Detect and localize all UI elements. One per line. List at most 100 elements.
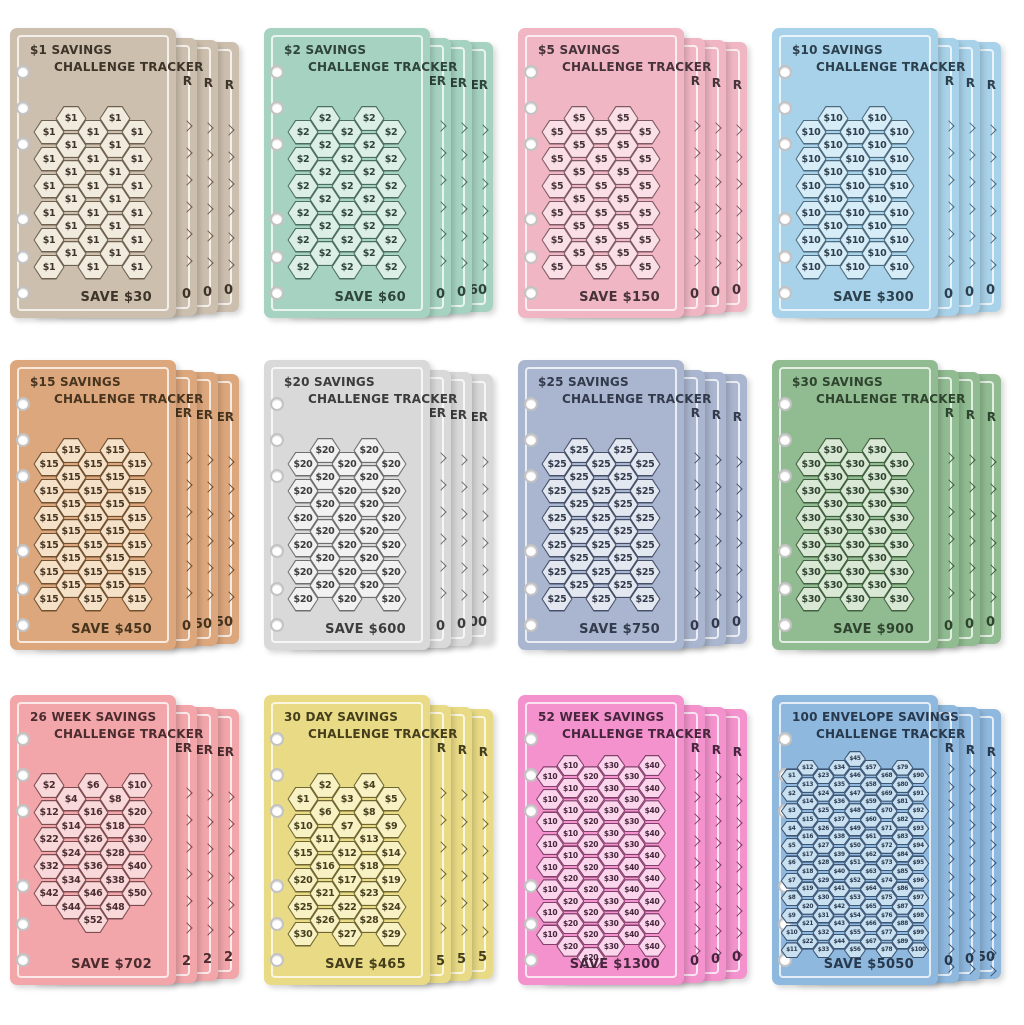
hex-amount: $10 [801, 126, 821, 138]
binder-hole [524, 250, 538, 265]
hex-amount: $15 [127, 539, 147, 551]
sheet-title-fragment: R [478, 745, 488, 759]
binder-holes [778, 360, 792, 650]
hexagon-edge-chevron-icon [456, 562, 468, 574]
binder-hole [778, 469, 792, 483]
hexagon-edge-chevron-icon [181, 868, 193, 880]
hex-amount: $36 [833, 799, 846, 806]
hexagon-edge-chevron-icon [710, 230, 722, 242]
tracker-page: $10 SAVINGS CHALLENGE TRACKER $10 $10 $10 $10… [772, 28, 965, 318]
hex-fill [78, 533, 108, 557]
hex-amount: $5 [594, 126, 608, 138]
hex-amount: $5 [550, 153, 564, 165]
hexagon-edge-chevron-icon [202, 122, 214, 134]
hex-amount: $20 [359, 472, 379, 483]
binder-hole [778, 250, 792, 265]
hexagon-edge-chevron-icon [985, 591, 997, 603]
hex-amount: $10 [563, 851, 578, 861]
hexagon-edge-chevron-icon [456, 257, 468, 269]
hex-amount: $20 [315, 499, 335, 510]
hexagon-edge-chevrons [477, 791, 489, 938]
hexagon-edge-chevrons [477, 456, 489, 603]
hexagon-edge-chevron-icon [943, 781, 955, 793]
hex-amount: $91 [912, 790, 925, 797]
hex-amount: $54 [849, 912, 861, 919]
hex-amount: $20 [315, 580, 335, 591]
hexagon-edge-chevron-icon [181, 120, 193, 132]
hexagon-edge-chevron-icon [689, 533, 701, 545]
hex-amount: $50 [127, 888, 147, 899]
hex-fill [34, 560, 64, 584]
hexagon-edge-chevron-icon [943, 452, 955, 464]
sheet-title-fragment: R [944, 741, 954, 755]
hex-amount: $30 [801, 458, 821, 470]
binder-hole [524, 64, 538, 79]
hexagon-edge-chevron-icon [689, 174, 701, 186]
hex-amount: $21 [801, 921, 814, 928]
binder-holes [16, 695, 30, 985]
hex-fill [34, 147, 64, 171]
hexagon-edge-chevron-icon [456, 897, 468, 909]
hex-amount: $25 [293, 901, 313, 913]
binder-hole [16, 879, 30, 894]
hexagon-edge-chevrons [223, 456, 235, 603]
binder-hole [270, 212, 284, 227]
hexagon-edge-chevron-icon [689, 901, 701, 913]
binder-hole [270, 137, 284, 151]
hex-amount: $10 [801, 234, 821, 246]
hex-amount: $15 [39, 458, 59, 470]
hexagon-edge-chevron-icon [202, 508, 214, 520]
hex-amount: $40 [644, 873, 660, 883]
hex-fill [34, 120, 64, 144]
hex-amount: $15 [83, 566, 103, 578]
hexagon-edge-chevron-icon [731, 564, 743, 576]
tracker-card-group: ER 2 ER 2 ER 2 26 WEEK SAVINGS CHALLENGE TRACKE… [8, 695, 262, 1025]
hex-amount: $5 [638, 207, 652, 219]
hexagon-edge-chevron-icon [181, 922, 193, 934]
hex-amount: $10 [845, 261, 865, 273]
hex-amount: $10 [823, 167, 843, 178]
hexagon-edge-chevrons [435, 787, 447, 934]
hex-amount: $5 [638, 180, 652, 192]
hex-amount: $25 [613, 580, 633, 591]
hex-fill [288, 120, 318, 144]
card-title-line1: $5 SAVINGS [538, 43, 621, 57]
hex-amount: $30 [845, 458, 865, 470]
sheet-save-fragment: 0 [689, 287, 699, 302]
hex-amount: $10 [845, 180, 865, 192]
hex-amount: $20 [293, 593, 313, 605]
hexagon-edge-chevron-icon [943, 763, 955, 775]
sheet-save-fragment: 2 [181, 954, 191, 969]
hex-amount: $10 [293, 820, 313, 832]
hex-amount: $40 [624, 885, 639, 895]
hex-fill [100, 466, 130, 489]
hex-amount: $20 [381, 566, 401, 578]
hexagon-edge-chevron-icon [985, 151, 997, 163]
hexagon-edge-chevron-icon [181, 895, 193, 907]
sheet-save-fragment: 0 [202, 285, 212, 300]
hex-amount: $40 [644, 919, 660, 929]
hexagon-edge-chevron-icon [477, 564, 489, 576]
hex-amount: $20 [583, 862, 599, 872]
hex-amount: $1 [42, 261, 56, 273]
hex-amount: $10 [542, 885, 558, 895]
hex-amount: $34 [61, 874, 81, 886]
hex-fill [100, 493, 130, 516]
hex-amount: $41 [833, 886, 846, 893]
hexagon-edge-chevron-icon [181, 506, 193, 518]
sheet-title-fragment: ER [470, 410, 488, 424]
honeycomb-column: $5 $5 $5 $5 $5 $5 [629, 119, 661, 282]
hex-amount: $30 [845, 485, 865, 497]
save-total-label: SAVE $900 [833, 622, 914, 637]
hex-amount: $9 [788, 912, 796, 919]
hexagon-edge-chevron-icon [964, 819, 976, 831]
hex-amount: $1 [42, 153, 56, 165]
hexagon-edge-chevron-icon [710, 793, 722, 805]
hexagon-edge-chevron-icon [710, 815, 722, 827]
hexagon-edge-chevron-icon [943, 853, 955, 865]
hex-amount: $30 [867, 553, 887, 564]
hexagon-edge-chevron-icon [985, 857, 997, 869]
sheet-title-fragment: R [986, 410, 996, 424]
tracker-card-group: R 0 R 0 R 0 52 WEEK SAVINGS CHALLENGE TRACKER $1… [516, 695, 770, 1025]
hex-amount: $6 [318, 807, 332, 818]
